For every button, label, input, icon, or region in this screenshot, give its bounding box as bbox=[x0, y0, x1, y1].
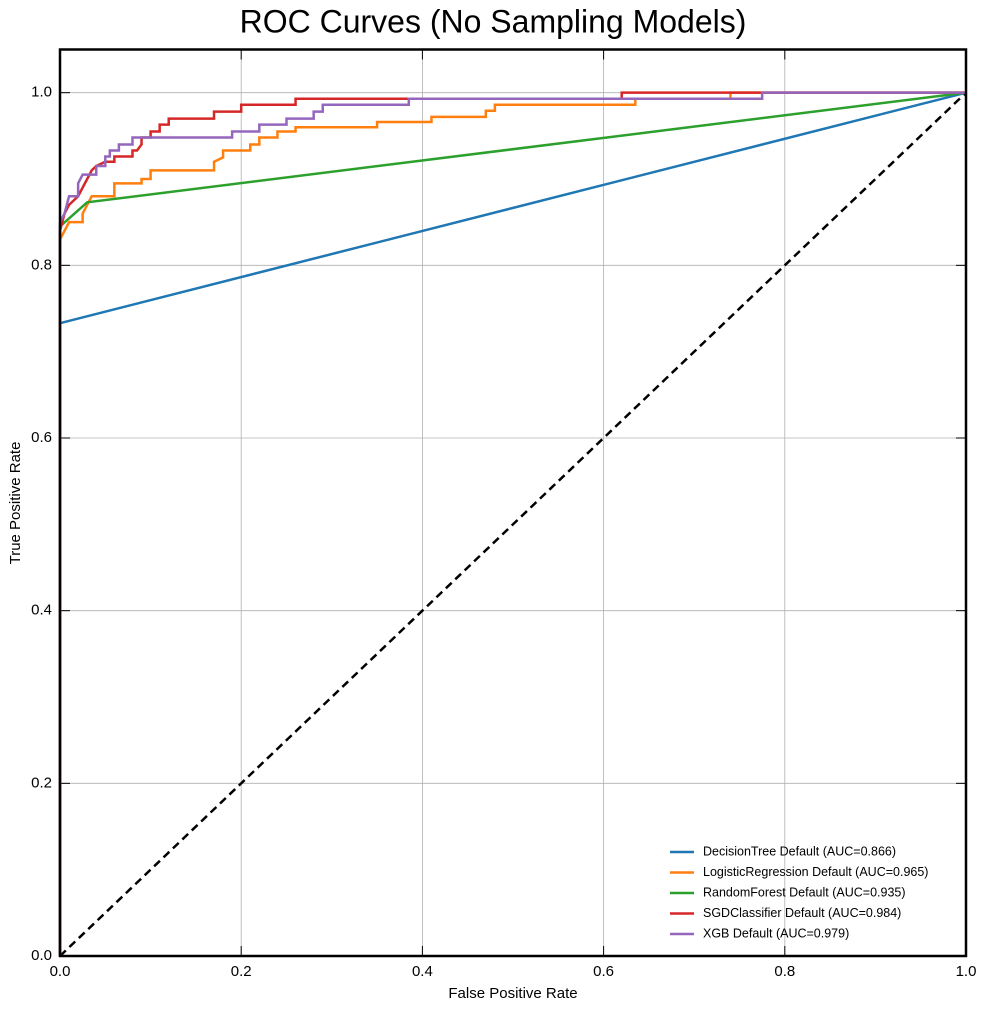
x-tick-label: 0.6 bbox=[593, 963, 614, 980]
roc-line bbox=[58, 91, 966, 956]
legend-label: XGB Default (AUC=0.979) bbox=[703, 926, 849, 940]
y-tick-label: 0.0 bbox=[31, 947, 52, 964]
y-tick-label: 1.0 bbox=[31, 84, 52, 101]
x-tick-label: 0.4 bbox=[412, 963, 433, 980]
x-axis-label: False Positive Rate bbox=[448, 985, 577, 1002]
legend-label: SGDClassifier Default (AUC=0.984) bbox=[703, 906, 901, 920]
reference-line bbox=[59, 91, 967, 957]
chart-title: ROC Curves (No Sampling Models) bbox=[240, 3, 747, 39]
y-axis-label: True Positive Rate bbox=[7, 442, 24, 565]
x-tick-label: 0.0 bbox=[50, 963, 71, 980]
legend-label: LogisticRegression Default (AUC=0.965) bbox=[703, 865, 928, 879]
y-tick-label: 0.4 bbox=[31, 602, 52, 619]
x-tick-label: 0.8 bbox=[774, 963, 795, 980]
y-tick-label: 0.8 bbox=[31, 256, 52, 273]
legend-label: DecisionTree Default (AUC=0.866) bbox=[703, 844, 896, 858]
x-tick-label: 0.2 bbox=[231, 963, 252, 980]
legend-label: RandomForest Default (AUC=0.935) bbox=[703, 885, 906, 899]
plot-frame bbox=[58, 48, 968, 958]
y-tick-label: 0.6 bbox=[31, 429, 52, 446]
y-tick-label: 0.2 bbox=[31, 774, 52, 791]
x-tick-label: 1.0 bbox=[956, 963, 977, 980]
